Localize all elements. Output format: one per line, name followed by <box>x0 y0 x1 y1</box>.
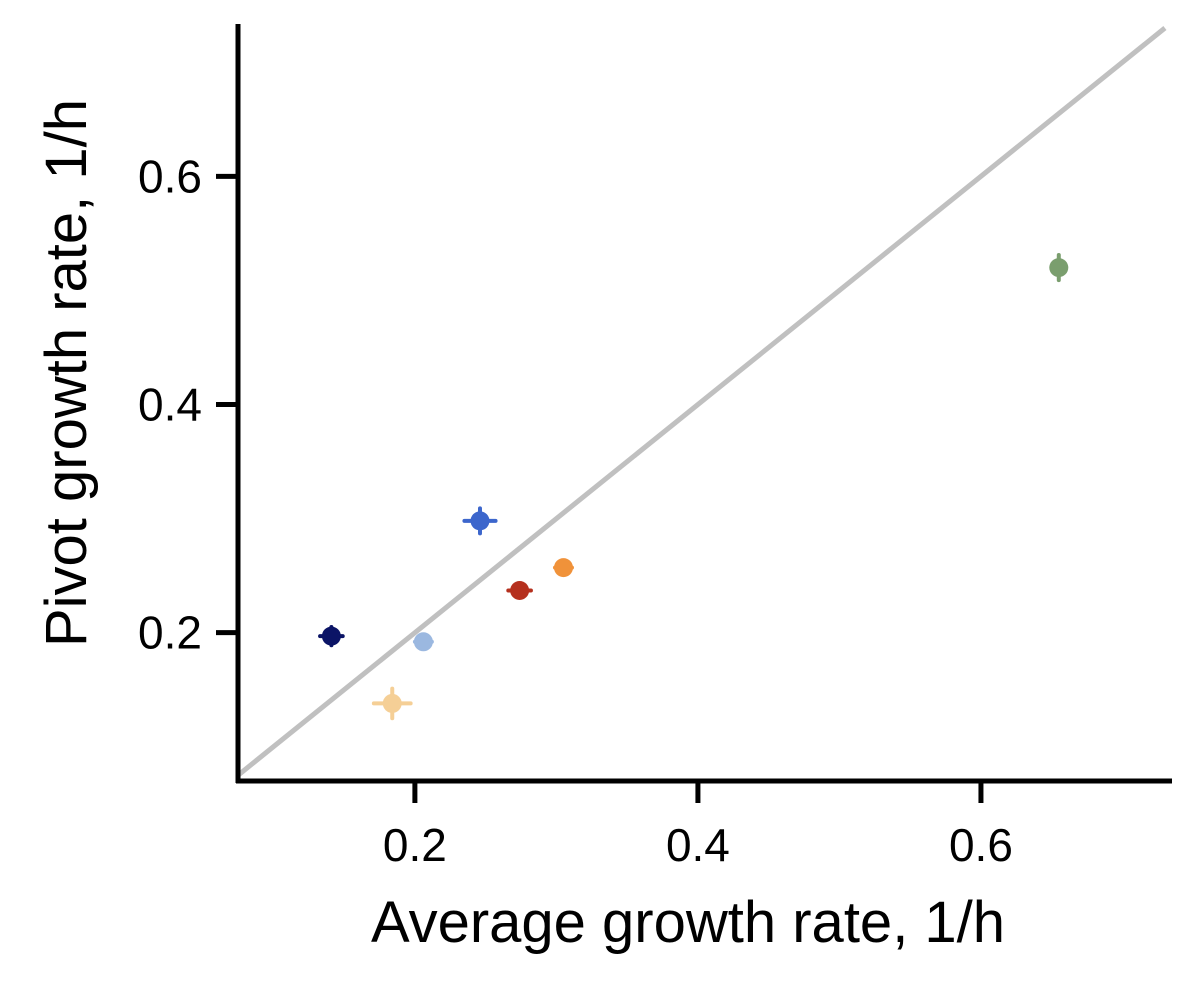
point-marker <box>321 626 341 646</box>
point-marker <box>553 558 573 578</box>
data-point <box>462 506 498 536</box>
y-axis-title: Pivot growth rate, 1/h <box>34 99 99 647</box>
data-point <box>371 686 413 721</box>
data-point <box>1049 253 1069 283</box>
x-tick-label: 0.2 <box>383 819 447 871</box>
identity-reference-line <box>236 26 1167 778</box>
reference-line-layer <box>236 26 1167 778</box>
x-tick-label: 0.4 <box>666 819 730 871</box>
point-marker <box>413 632 433 652</box>
y-tick-label: 0.2 <box>138 607 202 659</box>
data-point <box>318 624 345 648</box>
x-tick-label: 0.6 <box>949 819 1013 871</box>
data-point <box>506 580 533 600</box>
data-points-layer <box>318 253 1069 721</box>
data-point <box>412 632 434 652</box>
point-marker <box>1049 258 1069 278</box>
point-marker <box>382 693 402 713</box>
data-point <box>552 558 574 578</box>
x-axis-title: Average growth rate, 1/h <box>371 890 1005 955</box>
y-tick-label: 0.6 <box>138 150 202 202</box>
y-tick-label: 0.4 <box>138 379 202 431</box>
ticks-layer: 0.2 0.4 0.6 0.2 0.4 0.6 <box>138 150 1013 871</box>
point-marker <box>510 580 530 600</box>
point-marker <box>470 511 490 531</box>
